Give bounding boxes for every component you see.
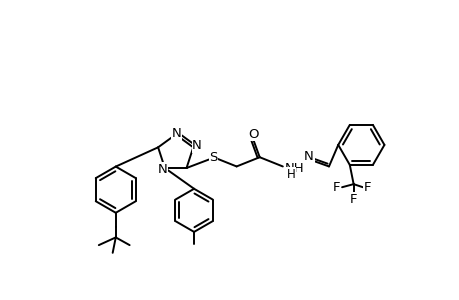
Text: N: N: [192, 139, 202, 152]
Text: F: F: [363, 182, 370, 194]
Text: N: N: [303, 150, 313, 163]
Text: H: H: [286, 168, 295, 181]
Text: S: S: [209, 151, 217, 164]
Text: NH: NH: [284, 162, 303, 175]
Text: F: F: [332, 182, 340, 194]
Text: N: N: [157, 163, 167, 176]
Text: F: F: [349, 193, 357, 206]
Text: N: N: [171, 127, 181, 140]
Text: O: O: [248, 128, 258, 141]
